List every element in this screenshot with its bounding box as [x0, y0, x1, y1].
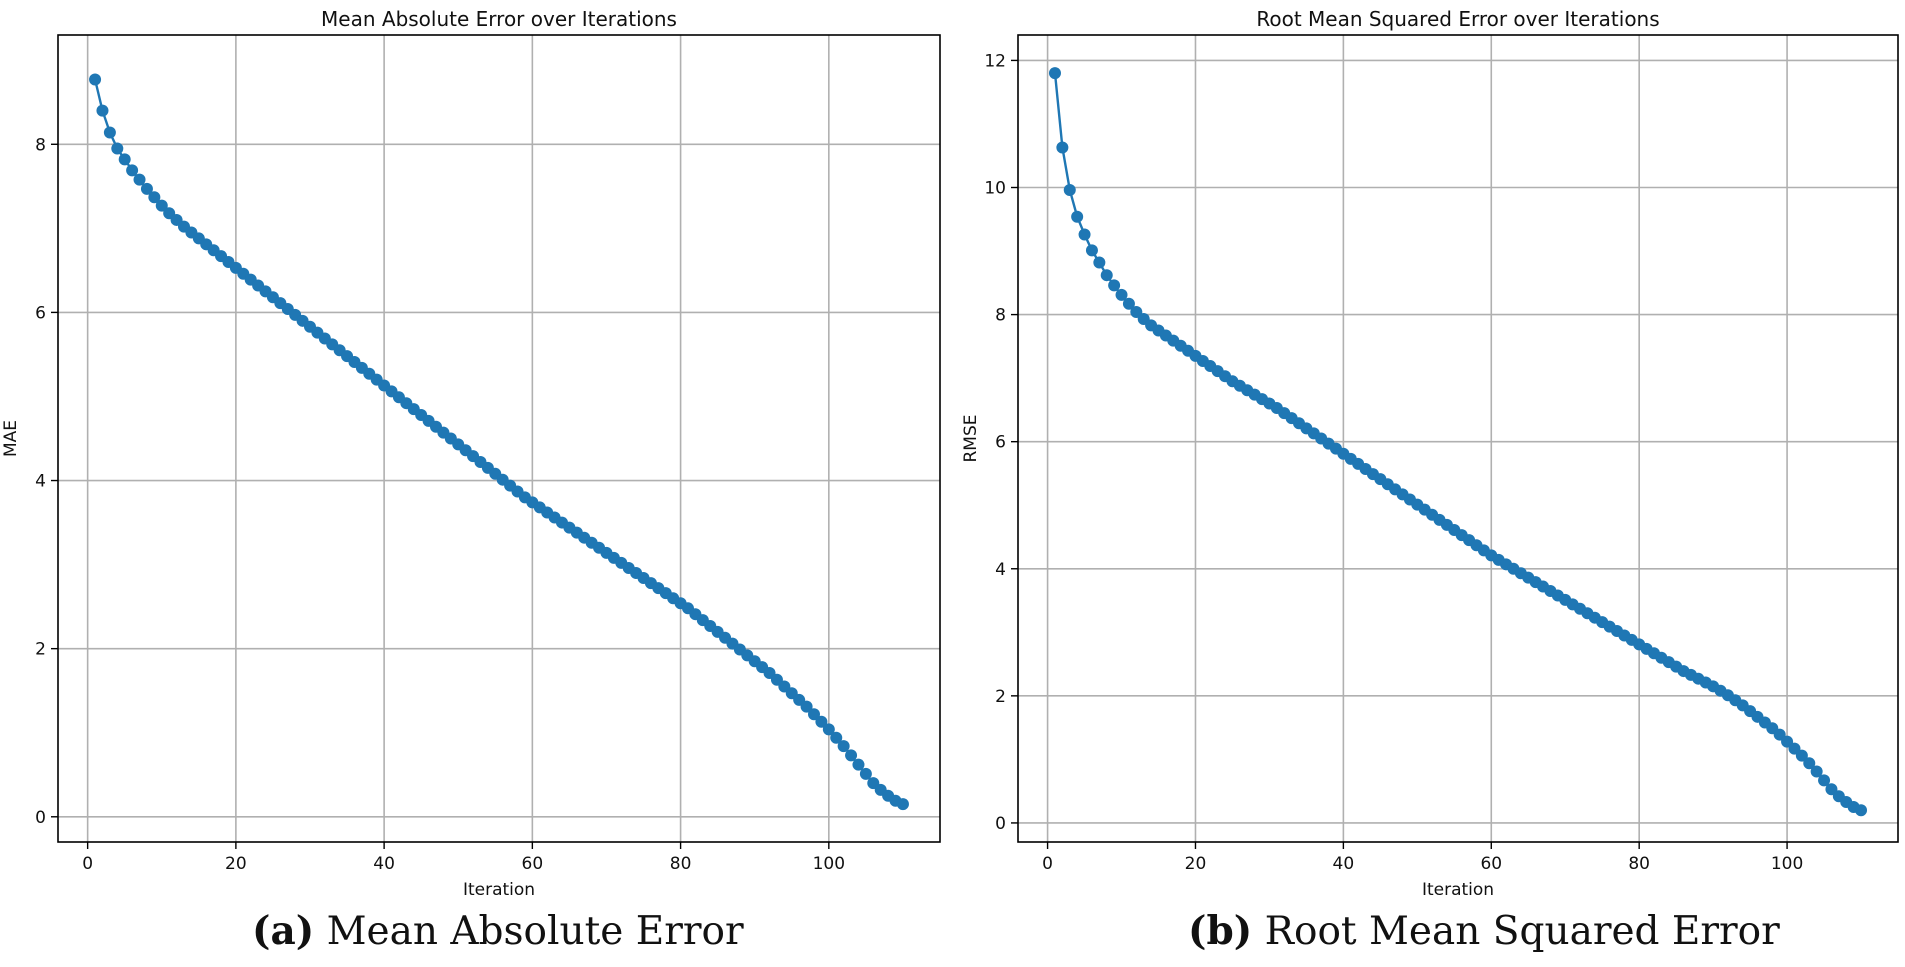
mae-ytick-label: 8	[35, 135, 46, 155]
mae-xtick-label: 100	[813, 854, 845, 874]
mae-data-point	[896, 798, 909, 811]
rmse-data-point	[1100, 269, 1113, 282]
rmse-data-point	[1048, 67, 1061, 80]
rmse-data-point	[1085, 244, 1098, 257]
mae-data-point	[859, 767, 872, 780]
rmse-data-point	[1855, 804, 1868, 817]
rmse-ytick-label: 8	[995, 306, 1006, 326]
panel-rmse: 0 20 40 60 80 100 0 2 4 6 8 10 12 Root Mean Squared E…	[961, 7, 1899, 900]
mae-data-point	[800, 700, 813, 713]
caption-a-tag: (a)	[252, 908, 315, 954]
rmse-data-point	[1810, 765, 1823, 778]
rmse-y-axis-label: RMSE	[961, 414, 981, 462]
mae-data-point	[815, 715, 828, 728]
rmse-data-point	[1078, 228, 1091, 241]
mae-data-point	[89, 73, 102, 86]
mae-series-line	[93, 79, 904, 806]
mae-data-point	[148, 191, 161, 204]
mae-data-point	[96, 104, 109, 117]
mae-ytick-label: 0	[35, 808, 46, 828]
mae-data-point	[822, 723, 835, 736]
mae-ytick-label: 2	[35, 640, 46, 660]
rmse-data-point	[1093, 256, 1106, 269]
mae-chart-title: Mean Absolute Error over Iterations	[321, 7, 677, 31]
mae-xtick-label: 0	[82, 854, 93, 874]
mae-data-point	[140, 182, 153, 195]
caption-a-text: Mean Absolute Error	[326, 909, 744, 954]
rmse-ytick-label: 10	[984, 179, 1006, 199]
mae-y-axis-label: MAE	[1, 420, 21, 457]
rmse-data-point	[1818, 774, 1831, 787]
mae-axes-frame	[57, 34, 941, 843]
mae-ytick-label: 4	[35, 472, 46, 492]
rmse-ytick-label: 0	[995, 814, 1006, 834]
rmse-data-point	[1056, 141, 1069, 154]
rmse-ytick-label: 12	[984, 51, 1006, 71]
mae-data-point	[103, 126, 116, 139]
rmse-x-axis-label: Iteration	[1422, 880, 1494, 900]
caption-b: (b) Root Mean Squared Error	[1188, 908, 1780, 954]
mae-xtick-label: 60	[522, 854, 544, 874]
rmse-xtick-label: 20	[1185, 854, 1207, 874]
mae-xtick-label: 40	[373, 854, 395, 874]
panel-mae: 0 20 40 60 80 100 0 2 4 6 8 Mean Absolute Error ove…	[1, 7, 941, 900]
mae-data-point	[845, 749, 858, 762]
rmse-xtick-label: 0	[1042, 854, 1053, 874]
rmse-xtick-label: 80	[1628, 854, 1650, 874]
rmse-data-point	[1108, 279, 1121, 292]
rmse-ytick-label: 6	[995, 433, 1006, 453]
rmse-data-point	[1063, 184, 1076, 197]
mae-x-axis-label: Iteration	[463, 880, 535, 900]
mae-data-point	[111, 142, 124, 155]
mae-data-point	[133, 173, 146, 186]
mae-data-point	[852, 758, 865, 771]
mae-data-point	[118, 153, 131, 166]
rmse-data-point	[1071, 210, 1084, 223]
rmse-xtick-label: 100	[1771, 854, 1803, 874]
rmse-data-point	[1803, 757, 1816, 770]
rmse-chart-title: Root Mean Squared Error over Iterations	[1256, 7, 1659, 31]
rmse-data-point	[1122, 297, 1135, 310]
rmse-axes-frame	[1017, 34, 1899, 843]
mae-data-point	[126, 164, 139, 177]
caption-b-tag: (b)	[1188, 908, 1253, 954]
mae-xtick-label: 20	[225, 854, 247, 874]
caption-a: (a) Mean Absolute Error	[252, 908, 744, 954]
mae-data-point	[808, 708, 820, 721]
rmse-ytick-label: 2	[995, 687, 1006, 707]
rmse-xtick-label: 40	[1333, 854, 1355, 874]
mae-data-point	[155, 199, 168, 212]
rmse-data-point	[1795, 749, 1808, 762]
mae-ytick-label: 6	[35, 303, 46, 323]
mae-xtick-label: 80	[670, 854, 692, 874]
mae-data-point	[830, 731, 843, 744]
rmse-ytick-label: 4	[995, 560, 1006, 580]
rmse-xtick-label: 60	[1480, 854, 1502, 874]
mae-data-point	[837, 740, 850, 753]
rmse-data-point	[1115, 288, 1128, 301]
caption-b-text: Root Mean Squared Error	[1264, 909, 1780, 954]
